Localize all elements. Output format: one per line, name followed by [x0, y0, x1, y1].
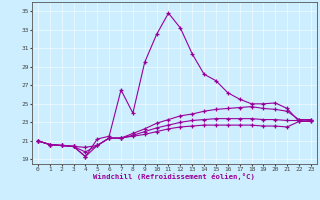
X-axis label: Windchill (Refroidissement éolien,°C): Windchill (Refroidissement éolien,°C)	[93, 173, 255, 180]
